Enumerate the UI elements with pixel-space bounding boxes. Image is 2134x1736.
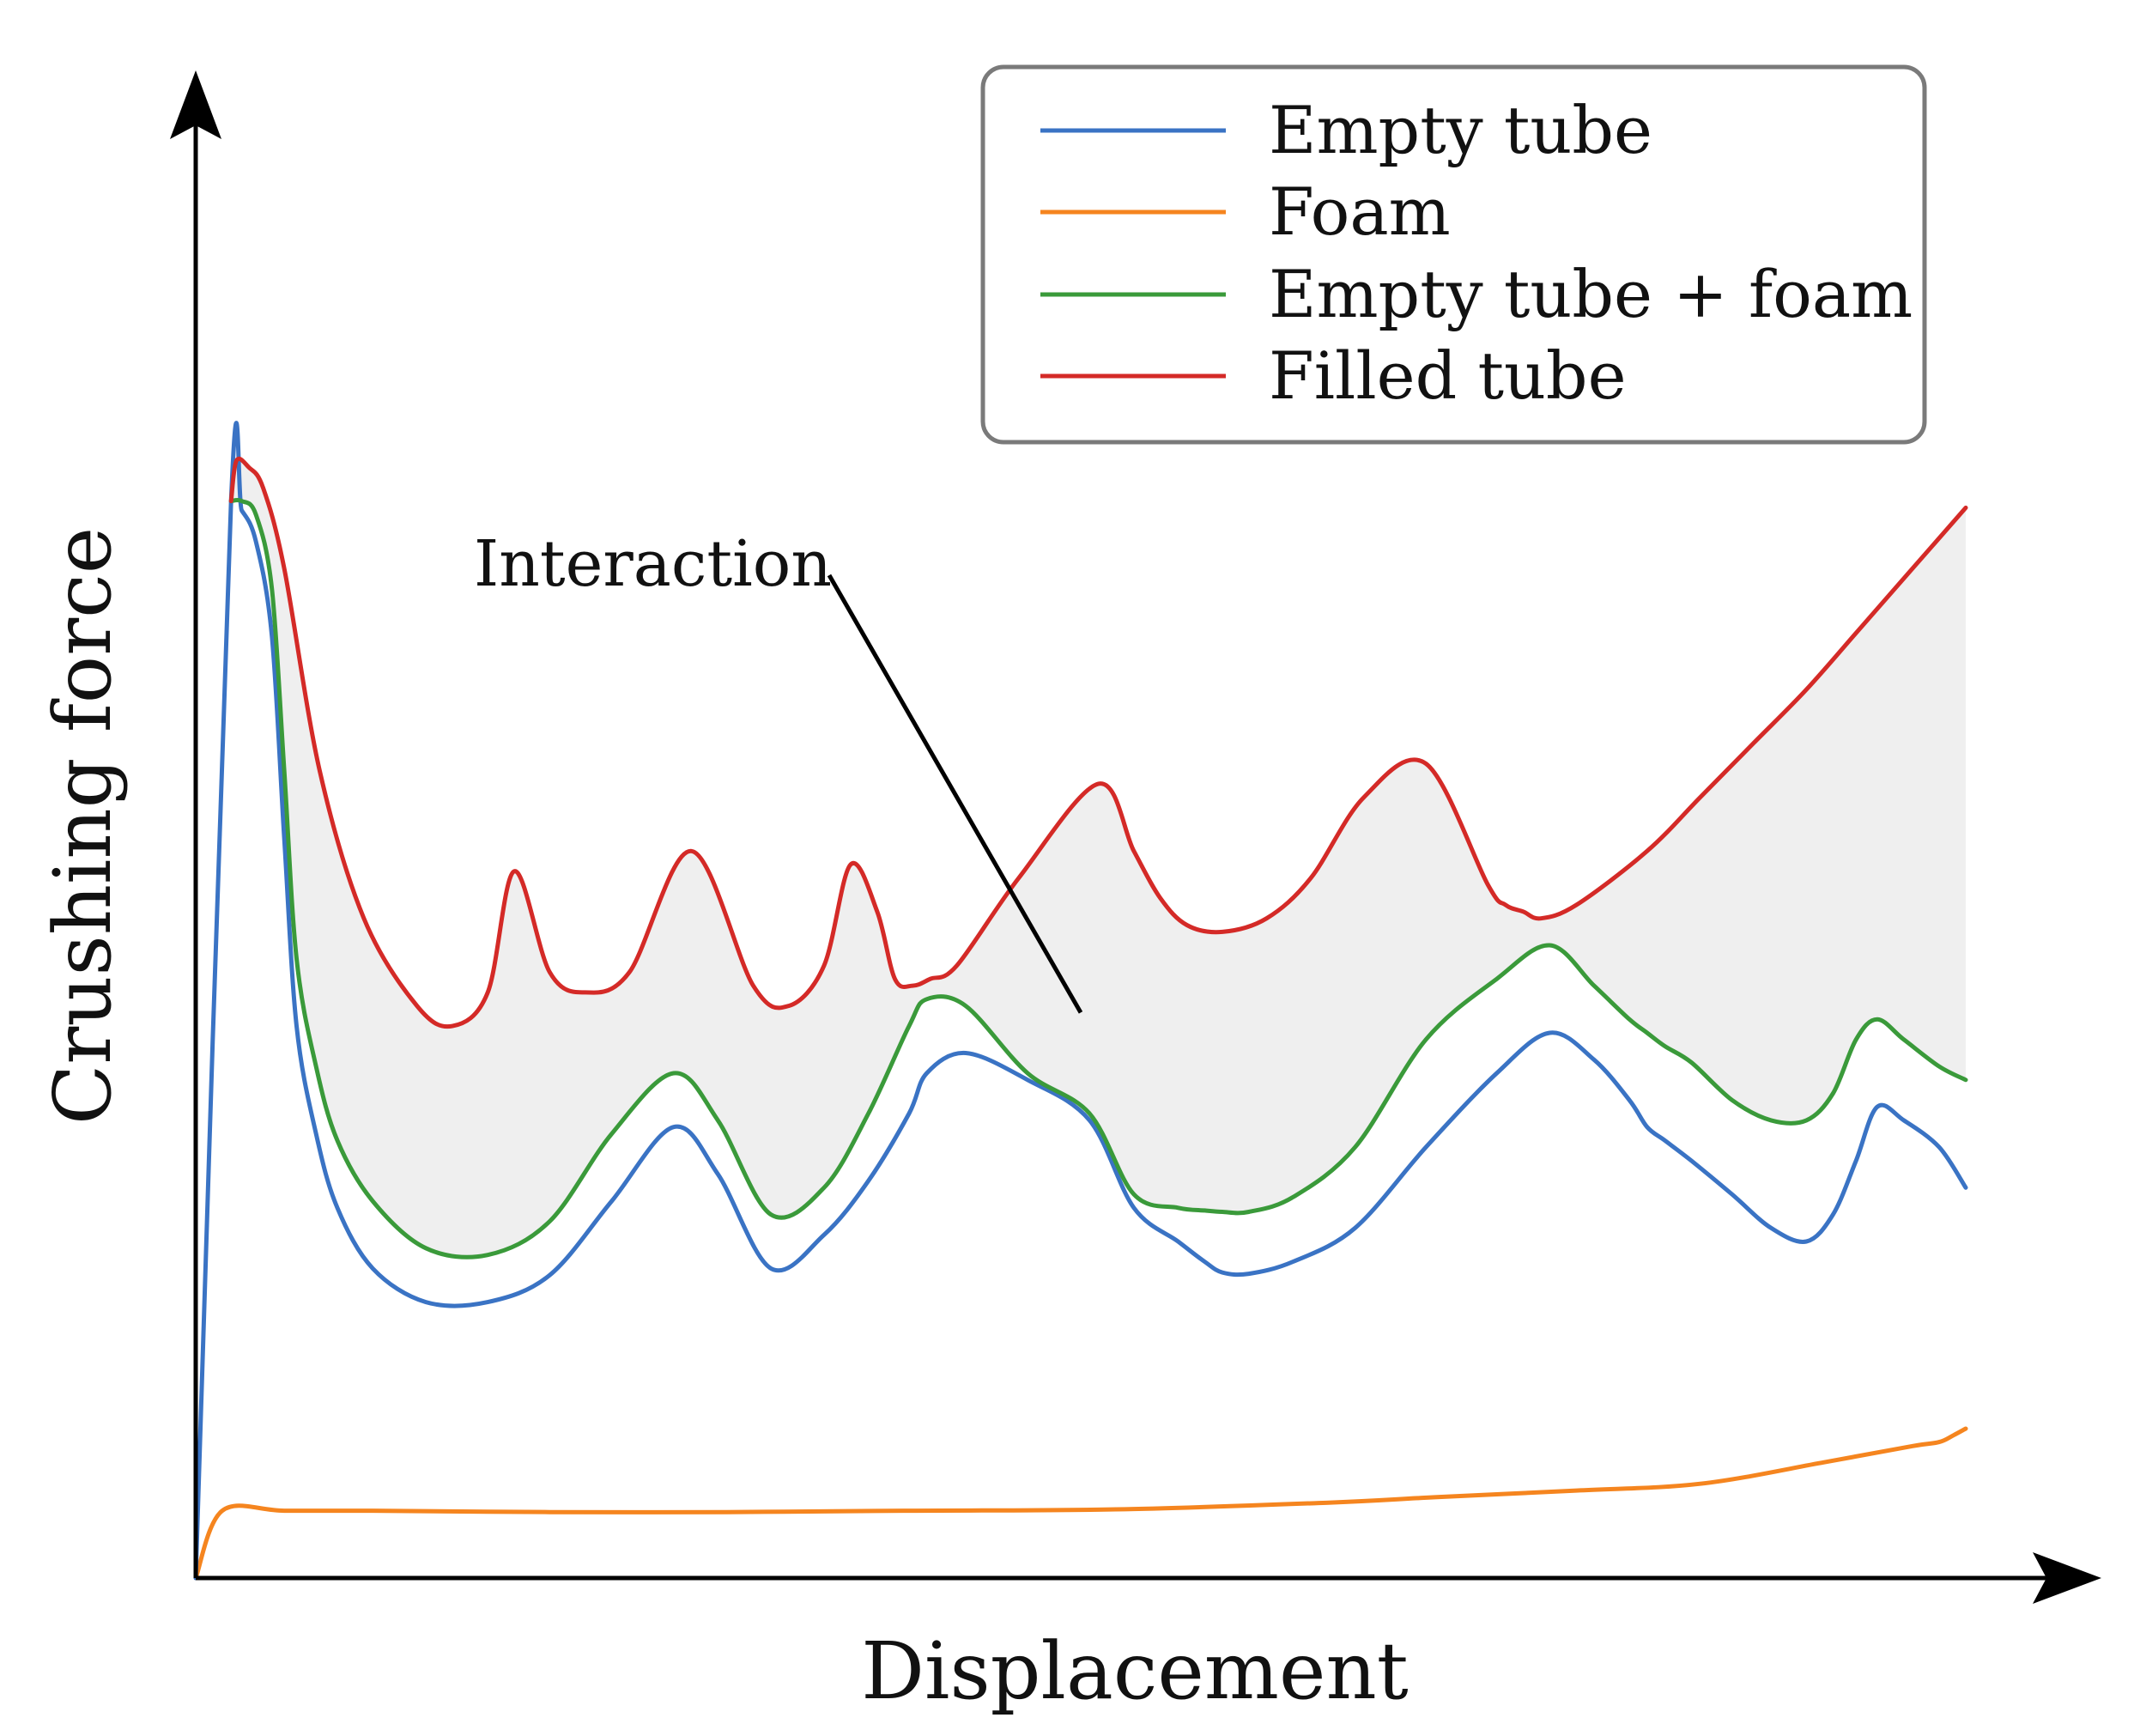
series-line-empty-tube [193, 421, 1968, 1581]
legend-label-filled-tube: Filled tube [1269, 337, 1627, 414]
series-line-foam [193, 1426, 1968, 1581]
annotation-interaction-pointer [827, 574, 1083, 1014]
legend-label-empty-tube-plus-foam: Empty tube + foam [1269, 256, 1913, 332]
x-axis-title: Displacement [861, 1625, 1408, 1717]
legend: Empty tube Foam Empty tube + foam Filled… [980, 64, 1927, 445]
legend-frame [980, 64, 1927, 445]
legend-label-empty-tube: Empty tube [1269, 92, 1652, 168]
series-line-filled-tube [228, 456, 1968, 1029]
y-axis-title: Crushing force [37, 527, 129, 1125]
x-axis-arrow-icon [2033, 1552, 2101, 1604]
y-axis-arrow-icon [170, 70, 221, 139]
series-line-empty-tube-plus-foam [228, 497, 1968, 1260]
interaction-shaded-region [231, 458, 1967, 1258]
annotation-interaction-label: Interaction [474, 527, 832, 601]
legend-label-foam: Foam [1269, 173, 1451, 250]
